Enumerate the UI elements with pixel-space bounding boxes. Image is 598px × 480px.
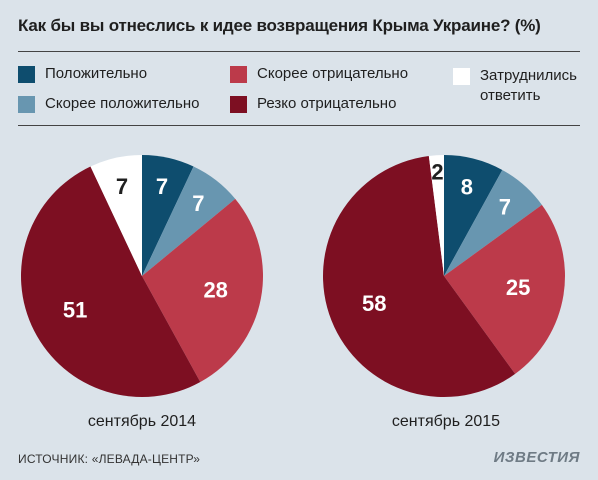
pie-chart-2015: 8 7 25 58 2 bbox=[322, 155, 565, 397]
source-note: ИСТОЧНИК: «ЛЕВАДА-ЦЕНТР» bbox=[18, 452, 201, 466]
legend-swatch-rather-positive bbox=[18, 96, 35, 113]
pie-slice-strongly-negative bbox=[20, 166, 201, 398]
pie-label-strongly-negative: 58 bbox=[362, 291, 386, 316]
legend-label-strongly-negative: Резко отрицательно bbox=[257, 95, 397, 112]
pie-slice-rather-positive bbox=[444, 169, 542, 276]
pie-caption-2014: сентябрь 2014 bbox=[87, 413, 197, 430]
legend-swatch-rather-negative bbox=[230, 66, 247, 83]
legend-item-positive: Положительно bbox=[18, 65, 148, 84]
pie-slice-positive bbox=[444, 155, 503, 276]
pie-slice-rather-negative bbox=[444, 204, 565, 374]
pie-slice-rather-negative bbox=[142, 198, 263, 383]
pie-label-rather-positive: 7 bbox=[192, 191, 204, 216]
pie-label-positive: 7 bbox=[156, 174, 168, 199]
pie-slice-rather-positive bbox=[142, 166, 236, 276]
chart-title: Как бы вы отнеслись к идее возвращения К… bbox=[18, 16, 541, 35]
pie-label-rather-negative: 25 bbox=[506, 275, 530, 300]
legend-swatch-positive bbox=[18, 66, 35, 83]
legend-label-positive: Положительно bbox=[45, 65, 148, 82]
pie-slice-undecided bbox=[428, 155, 444, 276]
divider-top bbox=[18, 51, 580, 52]
legend-swatch-undecided bbox=[453, 68, 470, 85]
pie-label-rather-positive: 7 bbox=[499, 195, 511, 220]
pie-slice-strongly-negative bbox=[322, 155, 516, 397]
pie-caption-2015: сентябрь 2015 bbox=[391, 413, 501, 430]
pie-label-positive: 8 bbox=[461, 174, 473, 199]
izvestia-logo: ИЗВЕСТИЯ bbox=[493, 449, 580, 466]
legend-item-rather-negative: Скорее отрицательно bbox=[230, 65, 409, 84]
pie-label-strongly-negative: 51 bbox=[63, 298, 87, 323]
pie-label-rather-negative: 28 bbox=[203, 278, 227, 303]
legend-item-strongly-negative: Резко отрицательно bbox=[230, 95, 397, 114]
divider-legend bbox=[18, 125, 580, 126]
pie-label-undecided: 2 bbox=[431, 160, 443, 185]
legend-label-rather-positive: Скорее положительно bbox=[45, 95, 200, 112]
legend-item-rather-positive: Скорее положительно bbox=[18, 95, 200, 114]
pie-slice-undecided bbox=[90, 155, 142, 276]
pie-slice-positive bbox=[142, 155, 194, 276]
pie-label-undecided: 7 bbox=[116, 174, 128, 199]
legend-label-undecided: Затруднились ответить bbox=[480, 67, 577, 104]
legend-item-undecided: Затруднились ответить bbox=[453, 67, 580, 106]
legend-swatch-strongly-negative bbox=[230, 96, 247, 113]
legend-label-rather-negative: Скорее отрицательно bbox=[257, 65, 409, 82]
